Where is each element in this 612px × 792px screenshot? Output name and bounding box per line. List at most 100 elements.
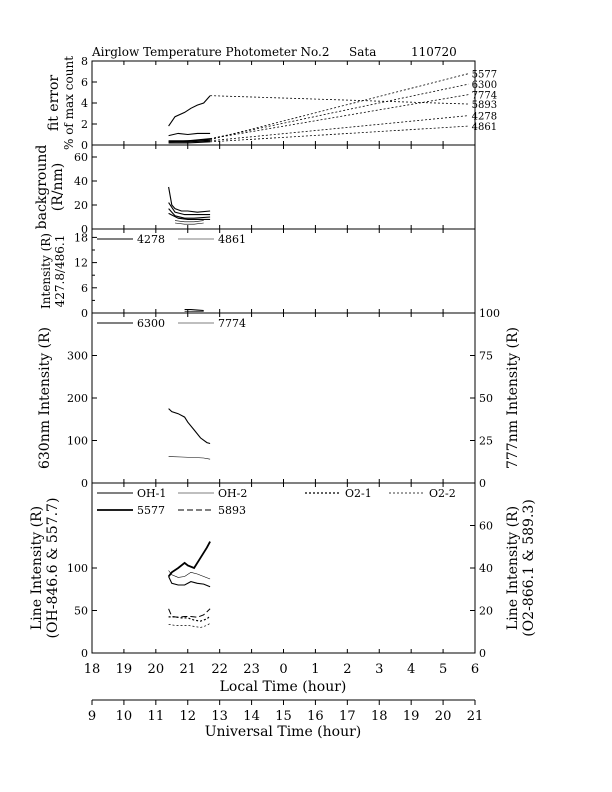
ytick-right-label-red-intensity: 0 [479,477,486,490]
ytick-label-background: 0 [81,223,88,236]
panel-background-frame [91,144,476,230]
local-time-tick-label: 20 [148,662,165,677]
series-line-4278 [184,309,204,312]
ytick-right-label-red-intensity: 75 [479,350,493,363]
background-ylabel: background [34,145,50,230]
legend-label-6300: 6300 [137,317,165,330]
leader-line-5577 [209,73,469,141]
leader-label-4861: 4861 [472,122,497,133]
local-time-tick-label: 21 [179,662,196,677]
line-intensity-ylabel-right: Line Intensity (R) [505,506,521,630]
series-line-o2-2 [168,623,211,628]
background-ylabel2: (R/nm) [50,163,66,211]
universal-time-tick-label: 10 [116,709,133,724]
ytick-label-background: 60 [74,151,88,164]
local-time-xlabel: Local Time (hour) [220,679,347,695]
series-line-4861 [174,222,204,225]
leader-line-4278 [210,115,469,142]
leader-line-7774 [210,94,469,140]
universal-time-tick-label: 12 [179,709,196,724]
local-time-tick-label: 23 [243,662,260,677]
ytick-right-label-red-intensity: 50 [479,392,493,405]
ytick-label-fit-error: 8 [81,55,88,68]
series-line-7774 [168,208,211,219]
local-time-tick-label: 5 [439,662,447,677]
line-intensity-ylabel-right2: (O2-866.1 & 589.3) [521,499,537,637]
series-line-oh-2 [168,570,211,580]
local-time-tick-label: 18 [84,662,101,677]
line-intensity-ylabel: Line Intensity (R) [29,506,45,630]
universal-time-tick-label: 13 [211,709,228,724]
ytick-right-label-line-intensity: 20 [479,605,493,618]
ytick-label-red-intensity: 0 [81,477,88,490]
legend-label-oh-1: OH-1 [137,487,166,500]
ytick-right-label-red-intensity: 25 [479,435,493,448]
series-line-7774 [168,456,211,460]
blue-intensity-ylabel: Intensity (R) [39,233,53,309]
series-line-4278 [168,140,211,143]
local-time-tick-label: 22 [211,662,228,677]
red-intensity-ylabel-right: 777nm Intensity (R) [505,327,521,469]
ytick-label-fit-error: 2 [81,118,88,131]
line-intensity-ylabel2: (OH-846.6 & 557.7) [45,498,61,639]
leader-line-4861 [210,125,469,143]
series-line-5577 [168,95,211,127]
legend-label-4278: 4278 [137,233,165,246]
universal-time-tick-label: 9 [88,709,96,724]
series-line-6300 [168,408,211,445]
ytick-label-blue-intensity: 0 [81,307,88,320]
universal-time-tick-label: 15 [275,709,292,724]
station-name: Sata [349,45,376,59]
series-line-6300 [168,202,211,216]
fit-error-ylabel: fit error [46,75,62,132]
ytick-label-fit-error: 6 [81,76,88,89]
series-line-4278 [174,220,204,223]
universal-time-tick-label: 19 [403,709,420,724]
universal-time-xlabel: Universal Time (hour) [205,724,362,740]
universal-time-tick-label: 14 [243,709,260,724]
series-line-5893 [168,608,211,618]
ytick-label-line-intensity: 0 [81,647,88,660]
series-line-5893 [168,212,211,220]
red-intensity-ylabel: 630nm Intensity (R) [37,327,53,469]
ytick-label-red-intensity: 300 [67,350,88,363]
series-line-6300 [168,132,211,137]
legend-label-7774: 7774 [218,317,246,330]
legend-label-o2-1: O2-1 [345,487,372,500]
ytick-label-red-intensity: 200 [67,392,88,405]
universal-time-tick-label: 16 [307,709,324,724]
universal-time-tick-label: 20 [435,709,452,724]
universal-time-tick-label: 21 [467,709,484,724]
universal-time-tick-label: 11 [148,709,165,724]
local-time-tick-label: 3 [375,662,383,677]
chart-title: Airglow Temperature Photometer No.2 [91,45,330,59]
local-time-tick-label: 0 [279,662,287,677]
legend-label-o2-2: O2-2 [429,487,456,500]
legend-label-4861: 4861 [218,233,246,246]
leader-label-6300: 6300 [472,80,497,91]
series-line-4861 [168,141,211,144]
leader-label-5577: 5577 [472,70,497,81]
ytick-label-red-intensity: 100 [67,435,88,448]
local-time-tick-label: 4 [407,662,415,677]
local-time-tick-label: 2 [343,662,351,677]
ytick-label-background: 20 [74,199,88,212]
panel-fit-error-frame [91,60,476,146]
local-time-tick-label: 1 [311,662,319,677]
ytick-right-label-line-intensity: 40 [479,562,493,575]
legend-label-oh-2: OH-2 [218,487,247,500]
local-time-tick-label: 6 [471,662,479,677]
date-code: 110720 [411,45,457,59]
legend-label-5893: 5893 [218,504,246,517]
leader-label-4278: 4278 [472,112,497,123]
blue-intensity-ylabel2: 427.8/486.1 [53,235,67,308]
chart-marks: 0246855776300777458934278486102040600612… [67,55,500,724]
ytick-label-blue-intensity: 18 [74,231,88,244]
ytick-right-label-line-intensity: 0 [479,647,486,660]
panel-red-intensity-frame [91,312,476,484]
leader-label-7774: 7774 [472,91,497,102]
series-line-5577 [167,541,211,578]
leader-label-5893: 5893 [472,100,497,111]
ytick-label-fit-error: 0 [81,139,88,152]
